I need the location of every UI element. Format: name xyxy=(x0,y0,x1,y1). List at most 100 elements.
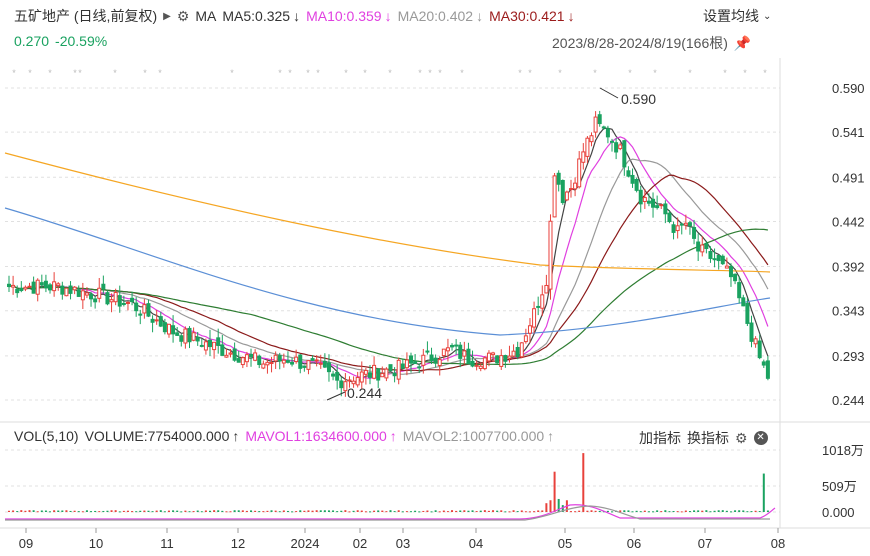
volume-bar xyxy=(668,511,671,513)
volume-bar xyxy=(672,511,675,513)
volume-bar xyxy=(405,511,408,513)
candle-body xyxy=(507,355,512,359)
volume-bar xyxy=(569,511,572,513)
mavol2-value: MAVOL2:1007700.000 xyxy=(402,428,545,444)
candle-body xyxy=(7,283,11,288)
candle-body xyxy=(675,225,680,232)
volume-bar xyxy=(114,510,117,512)
volume-bar xyxy=(623,510,626,512)
event-marker: * xyxy=(158,68,162,78)
candle-body xyxy=(404,359,409,369)
candle-body xyxy=(326,362,331,373)
candle-body xyxy=(183,328,188,344)
volume-bar xyxy=(487,510,490,512)
indicator-controls: 加指标 换指标 ⚙ ✕ xyxy=(639,428,768,448)
close-icon[interactable]: ✕ xyxy=(753,431,768,445)
volume-bar xyxy=(656,510,659,512)
y-tick-label: 0.293 xyxy=(832,349,865,364)
volume-bar xyxy=(750,511,753,513)
candle-body xyxy=(573,182,578,190)
volume-bar xyxy=(233,510,236,512)
candle-body xyxy=(597,114,602,125)
gear-icon[interactable]: ⚙ xyxy=(176,7,190,24)
x-tick-label: 02 xyxy=(353,536,367,551)
volume-bar xyxy=(688,511,691,513)
candle-body xyxy=(761,361,766,366)
candle-body xyxy=(249,353,254,358)
volume-tick-label: 509万 xyxy=(822,479,857,494)
candle-body xyxy=(56,283,61,287)
volume-bar xyxy=(340,510,343,512)
volume-bar xyxy=(49,511,52,513)
candle-body xyxy=(733,273,738,282)
volume-bar xyxy=(754,510,757,512)
candle-body xyxy=(437,359,442,366)
vol-label: VOL(5,10) xyxy=(14,428,79,444)
volume-bar xyxy=(533,511,536,513)
candle-body xyxy=(171,325,176,335)
candle-body xyxy=(679,223,684,226)
switch-indicator-button[interactable]: 换指标 xyxy=(687,430,729,446)
candle-body xyxy=(478,365,483,369)
candle-body xyxy=(187,327,192,343)
candle-body xyxy=(655,205,660,209)
volume-bar xyxy=(389,510,392,512)
volume-bar xyxy=(631,511,634,513)
candle-body xyxy=(273,354,278,362)
volume-bar xyxy=(274,510,277,512)
volume-bar xyxy=(323,510,326,512)
event-marker: * xyxy=(628,68,632,78)
volume-bar xyxy=(131,511,134,513)
y-tick-label: 0.392 xyxy=(832,260,865,275)
candle-body xyxy=(445,347,450,352)
candle-body xyxy=(261,363,266,369)
candle-body xyxy=(581,151,586,163)
candle-body xyxy=(232,348,237,361)
candle-body xyxy=(651,198,656,208)
low-pointer xyxy=(326,391,346,401)
volume-bar xyxy=(643,510,646,512)
arrow-up-icon: ↑ xyxy=(389,428,397,444)
candle-body xyxy=(302,365,307,368)
ma5-line xyxy=(8,127,769,383)
candle-body xyxy=(757,340,762,359)
last-price: 0.270 xyxy=(14,33,50,49)
volume-bar xyxy=(676,511,679,513)
candle-body xyxy=(89,293,94,300)
settings-ma-button[interactable]: 设置均线 ⌄ xyxy=(703,6,771,26)
volume-bar xyxy=(627,510,630,512)
volume-bar xyxy=(717,510,720,512)
event-marker: * xyxy=(113,68,117,78)
candle-body xyxy=(421,354,426,366)
volume-bar xyxy=(463,510,466,512)
volume-bar xyxy=(590,510,593,512)
volume-bar xyxy=(90,511,93,513)
volume-bar xyxy=(713,510,716,512)
candle-body xyxy=(749,322,754,342)
play-icon[interactable]: ▶ xyxy=(163,10,171,22)
pin-icon[interactable]: 📌 xyxy=(733,34,752,51)
candle-body xyxy=(618,144,623,150)
candle-body xyxy=(318,362,323,365)
volume-bar xyxy=(217,510,220,512)
candle-body xyxy=(515,346,520,358)
candle-body xyxy=(692,227,697,239)
volume-bar xyxy=(606,510,609,512)
volume-bar xyxy=(364,511,367,513)
volume-bar xyxy=(229,511,232,513)
volume-bar xyxy=(680,511,683,513)
event-marker: * xyxy=(278,68,282,78)
volume-bar xyxy=(61,510,64,512)
event-marker: * xyxy=(288,68,292,78)
volume-bar xyxy=(266,510,269,512)
candle-body xyxy=(212,341,217,351)
candle-body xyxy=(80,290,85,301)
add-indicator-button[interactable]: 加指标 xyxy=(639,430,681,446)
volume-bar xyxy=(20,510,23,512)
event-marker: * xyxy=(316,68,320,78)
gear-icon[interactable]: ⚙ xyxy=(735,429,748,446)
volume-bar xyxy=(180,511,183,513)
volume-bar xyxy=(336,511,339,513)
volume-bar xyxy=(541,510,544,512)
